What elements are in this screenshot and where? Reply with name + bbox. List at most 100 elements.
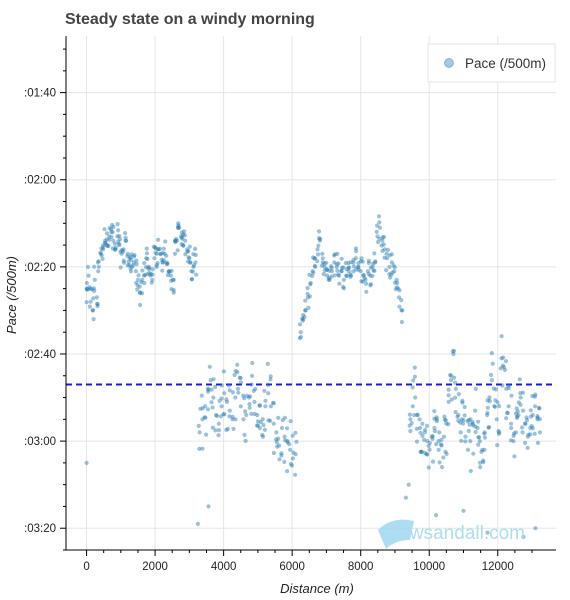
data-point xyxy=(476,419,481,424)
data-point xyxy=(214,413,220,419)
data-point xyxy=(344,267,349,272)
data-point xyxy=(260,434,266,439)
data-point xyxy=(170,277,175,282)
data-point xyxy=(287,442,292,447)
data-point xyxy=(537,406,542,411)
data-point xyxy=(87,285,92,290)
data-point xyxy=(176,221,181,226)
data-point xyxy=(109,234,114,240)
data-point xyxy=(219,404,224,409)
data-point xyxy=(274,430,279,435)
data-point xyxy=(126,259,131,264)
data-point xyxy=(127,262,132,268)
data-point xyxy=(203,404,208,409)
data-point xyxy=(339,256,344,261)
data-point xyxy=(324,260,329,265)
data-point xyxy=(471,451,476,456)
data-point xyxy=(298,330,303,335)
data-point xyxy=(365,269,370,274)
data-point xyxy=(255,423,261,428)
data-point xyxy=(191,264,196,269)
data-point xyxy=(221,369,226,374)
data-point xyxy=(186,249,191,254)
data-point xyxy=(208,378,213,383)
legend[interactable]: Pace (/500m) xyxy=(427,43,556,83)
data-point xyxy=(516,400,521,405)
data-point xyxy=(476,435,481,440)
data-point xyxy=(91,296,96,301)
data-point xyxy=(188,260,193,265)
data-point xyxy=(320,251,325,256)
data-point xyxy=(477,460,483,465)
data-point xyxy=(459,438,464,443)
data-point xyxy=(439,465,445,470)
data-point xyxy=(528,408,533,413)
data-point xyxy=(528,425,533,431)
data-point xyxy=(226,383,232,388)
data-point xyxy=(452,375,457,380)
data-point xyxy=(537,417,543,422)
data-point xyxy=(98,250,103,255)
data-point xyxy=(525,445,530,450)
data-point xyxy=(266,391,271,396)
data-point xyxy=(478,465,483,470)
data-point xyxy=(460,398,465,403)
data-point xyxy=(152,256,157,261)
data-point xyxy=(455,414,460,419)
data-point xyxy=(235,370,240,375)
data-point xyxy=(520,425,525,430)
data-point xyxy=(307,294,312,299)
data-point xyxy=(102,227,107,232)
data-point xyxy=(453,386,458,391)
data-point xyxy=(121,249,126,254)
data-point xyxy=(366,271,371,276)
data-point xyxy=(468,417,473,422)
data-point xyxy=(233,395,238,400)
data-point xyxy=(218,414,223,419)
data-point xyxy=(227,414,232,419)
data-point xyxy=(301,317,306,322)
data-point xyxy=(154,264,159,269)
data-point xyxy=(392,280,398,285)
data-point xyxy=(142,280,147,286)
data-point xyxy=(261,422,266,428)
data-point xyxy=(495,400,500,405)
data-point xyxy=(337,273,342,278)
data-point xyxy=(128,269,134,274)
data-point xyxy=(123,238,128,243)
data-point xyxy=(255,419,261,424)
data-point xyxy=(444,421,449,426)
data-point xyxy=(157,246,163,251)
data-point xyxy=(448,372,453,378)
data-point xyxy=(313,256,318,261)
data-point xyxy=(129,264,134,269)
data-point xyxy=(279,451,284,456)
data-point xyxy=(144,246,149,251)
data-point xyxy=(238,404,243,409)
data-point xyxy=(412,374,417,379)
data-point xyxy=(446,393,451,398)
x-tick-label: 2000 xyxy=(142,561,168,573)
data-point xyxy=(171,288,176,293)
data-point xyxy=(250,373,255,378)
data-point xyxy=(265,361,270,366)
data-point xyxy=(209,387,214,392)
data-point xyxy=(235,362,240,367)
data-point xyxy=(139,291,145,296)
data-point xyxy=(153,250,158,255)
data-point xyxy=(408,417,413,422)
data-point xyxy=(138,290,143,295)
data-point xyxy=(206,387,211,392)
data-point xyxy=(427,440,432,446)
data-point xyxy=(446,399,451,404)
data-point xyxy=(88,286,93,291)
data-point xyxy=(481,458,486,463)
data-point xyxy=(225,426,230,431)
data-point xyxy=(521,534,526,540)
y-tick-label: :03:20 xyxy=(24,523,56,535)
data-point xyxy=(530,426,535,431)
data-point xyxy=(348,272,353,277)
data-point xyxy=(341,284,346,290)
data-point xyxy=(385,247,390,252)
